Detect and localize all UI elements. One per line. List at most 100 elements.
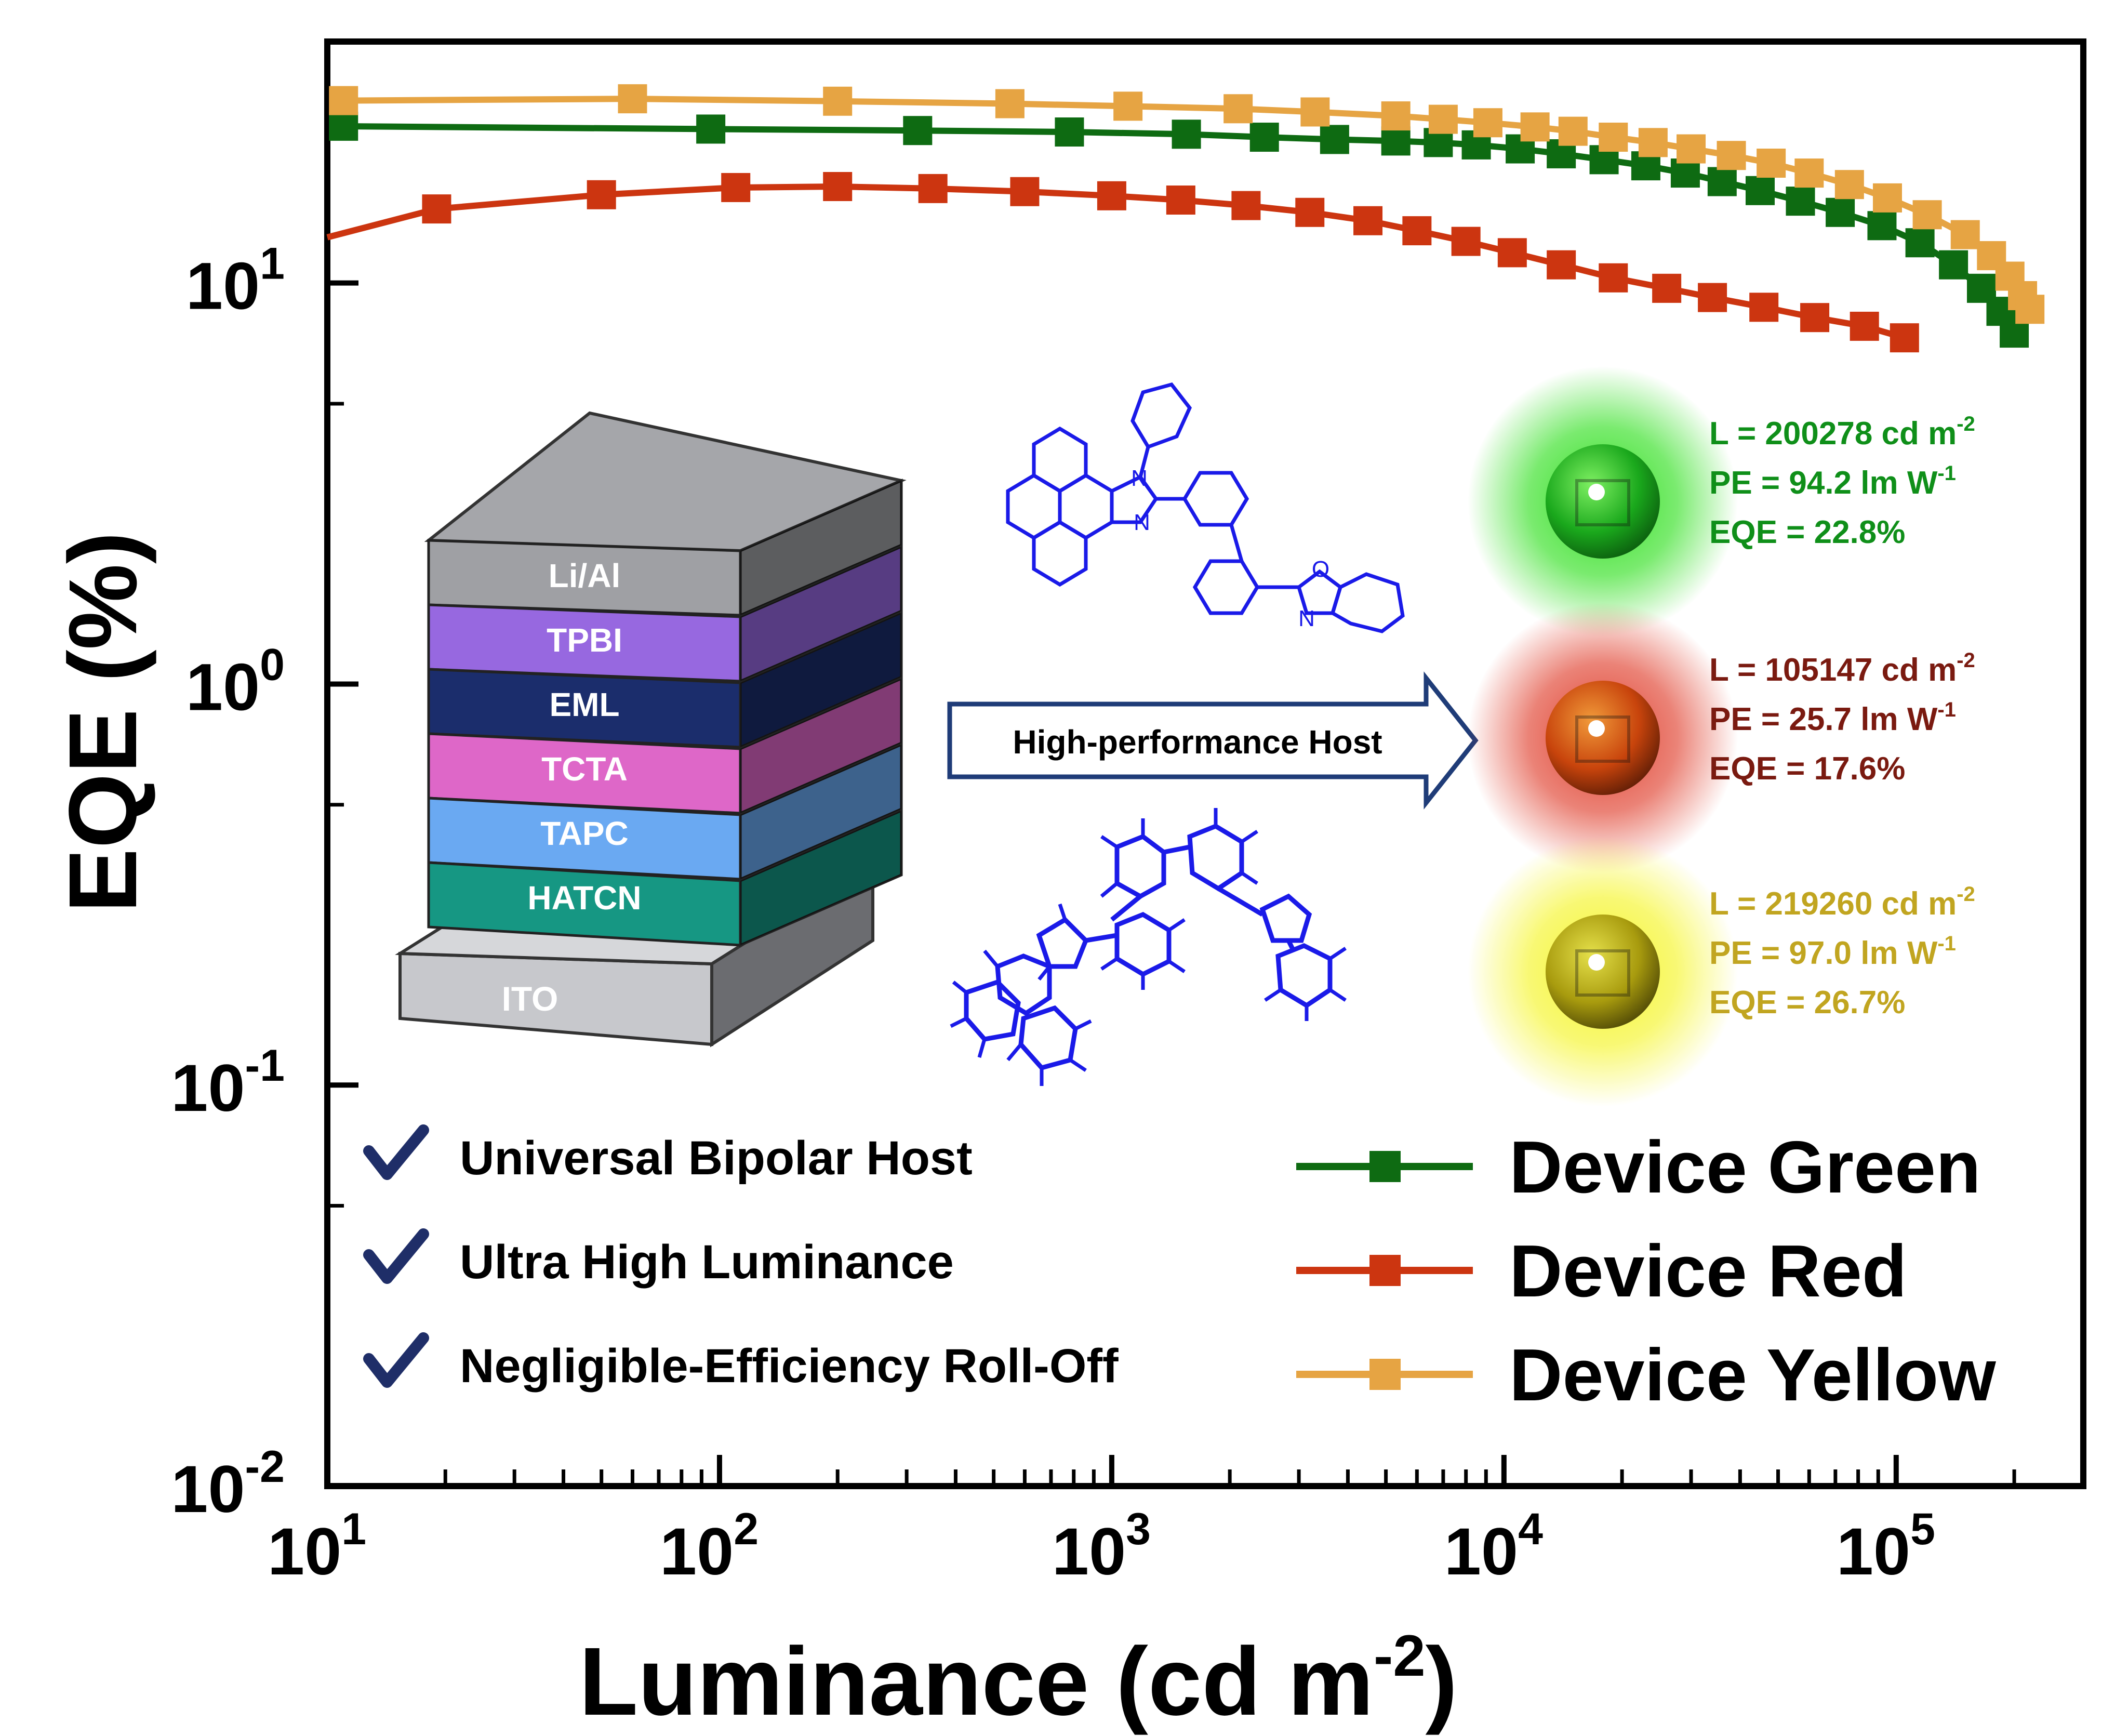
data-point: [1428, 104, 1458, 134]
layer-side: [739, 809, 903, 947]
plot-frame: [324, 38, 2086, 1489]
data-point: [1402, 216, 1432, 246]
devices-layer: L = 200278 cd m-2 PE = 94.2 lm W-1 EQE = 2…: [1468, 366, 1975, 1107]
device-core: [1546, 915, 1660, 1029]
data-point: [721, 173, 751, 202]
data-point: [1520, 112, 1550, 142]
layer-side-shade: [740, 613, 901, 747]
layer-side: [739, 677, 903, 815]
data-point: [1950, 220, 1980, 249]
data-point: [1599, 263, 1628, 293]
layer-side-shade: [740, 745, 901, 879]
data-point: [587, 180, 616, 209]
data-point: [1497, 238, 1527, 268]
data-point: [618, 84, 647, 114]
host-arrow: High-performance Host: [947, 671, 1479, 810]
data-point: [1451, 227, 1481, 256]
layer-label: HATCN: [527, 879, 641, 917]
data-point: [1223, 94, 1253, 124]
pe-stat: PE = 97.0 lm W-1: [1709, 932, 1956, 971]
x-tick-label: 103: [1052, 1504, 1151, 1589]
data-point: [1113, 91, 1143, 121]
data-point: [1850, 311, 1879, 341]
pe-stat: PE = 94.2 lm W-1: [1709, 462, 1956, 501]
layer-side-shade: [740, 679, 901, 813]
data-point: [1172, 120, 1201, 149]
data-point: [329, 86, 358, 115]
device-stats: L = 219260 cd m-2 PE = 97.0 lm W-1 EQE = 2…: [1709, 883, 1975, 1021]
legend-label: Device Green: [1509, 1126, 1981, 1209]
tick-layer: 101 102 103 104 105 10-2 10-1 100 101: [171, 239, 2085, 1589]
data-point: [696, 114, 726, 144]
molecule-atoms: N N O N: [1131, 466, 1329, 631]
data-point: [1010, 177, 1040, 206]
layer-side-shade: [740, 481, 901, 615]
data-point: [1905, 228, 1935, 258]
device-stack: ITO Li/Al TPBI EML TCTA TAPC HATCN: [395, 411, 907, 1048]
check-icon: [363, 1228, 429, 1284]
device-core: [1546, 444, 1660, 559]
data-point: [1300, 97, 1330, 127]
layer-side: [739, 743, 903, 881]
legend-label: Device Yellow: [1509, 1334, 1996, 1416]
layer-side: [739, 479, 903, 617]
data-point: [1638, 128, 1668, 157]
data-point: [1599, 123, 1628, 152]
data-point: [1800, 303, 1830, 333]
data-point: [1231, 191, 1261, 220]
layer-label: TAPC: [540, 815, 628, 852]
legend-label: Device Red: [1509, 1230, 1907, 1313]
layer-side-shade: [740, 811, 901, 945]
data-point: [1698, 283, 1727, 312]
data-point: [1166, 185, 1195, 215]
device-stats: L = 105147 cd m-2 PE = 25.7 lm W-1 EQE = 1…: [1709, 649, 1975, 787]
data-point: [1749, 293, 1779, 322]
data-point: [1381, 126, 1411, 156]
data-point: [1939, 250, 1968, 280]
layer-label: TCTA: [541, 750, 628, 788]
device-pixel: [1575, 715, 1630, 763]
feature-text: Negligible-Efficiency Roll-Off: [460, 1340, 1119, 1393]
legend-marker: [1369, 1151, 1401, 1182]
device-highlight: [1588, 720, 1605, 737]
data-point: [1890, 323, 1919, 353]
molecule-2d: [1006, 382, 1405, 633]
data-point: [823, 86, 853, 116]
legend-layer: Device Green Device Red Device Yellow: [1296, 1126, 1996, 1416]
layer-label: EML: [549, 686, 619, 723]
check-icon: [363, 1124, 429, 1180]
data-point: [1473, 108, 1502, 138]
layer-label: TPBI: [547, 621, 622, 659]
data-point: [1055, 117, 1084, 147]
arrow-label: High-performance Host: [1013, 723, 1382, 761]
data-point: [329, 111, 358, 141]
data-point: [1834, 170, 1864, 200]
data-point: [823, 172, 853, 202]
y-tick-label: 10-2: [171, 1442, 285, 1527]
data-point: [1677, 134, 1706, 164]
x-tick-label: 101: [268, 1504, 366, 1589]
eqe-stat: EQE = 17.6%: [1709, 751, 1905, 787]
atom-n3: N: [1298, 606, 1315, 631]
y-tick-label: 10-1: [171, 1041, 285, 1125]
device-pixel: [1575, 949, 1630, 997]
layer-side: [739, 545, 903, 683]
data-point: [1652, 273, 1682, 303]
data-point: [1547, 250, 1576, 280]
data-point: [1912, 200, 1942, 230]
series-layer: [326, 84, 2045, 353]
data-point: [1867, 211, 1897, 241]
data-point: [1826, 197, 1855, 227]
data-point: [1745, 176, 1775, 205]
features-layer: Universal Bipolar Host Ultra High Luminan…: [363, 1124, 1119, 1393]
layer-label: Li/Al: [549, 557, 621, 594]
legend-marker: [1369, 1255, 1401, 1286]
data-point: [1558, 116, 1588, 146]
data-point: [2015, 295, 2045, 324]
x-axis-title: Luminance (cd m-2): [579, 1623, 1457, 1735]
molecule-3d-h: [950, 808, 1347, 1086]
data-point: [1353, 206, 1383, 235]
atom-n2: N: [1134, 510, 1150, 535]
y-tick-label: 100: [186, 640, 285, 724]
eqe-stat: EQE = 22.8%: [1709, 514, 1905, 550]
